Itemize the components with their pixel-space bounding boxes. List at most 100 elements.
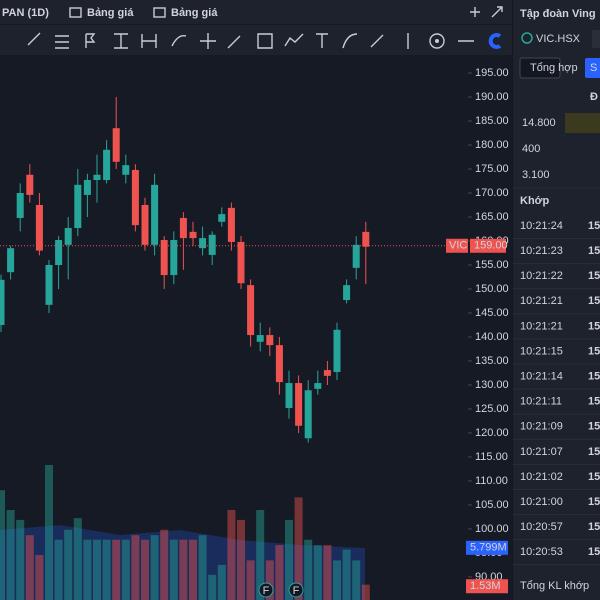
volume-bar bbox=[265, 560, 274, 600]
summary: 14.800 bbox=[522, 117, 556, 129]
candle-body bbox=[266, 335, 274, 346]
volume-bar bbox=[160, 529, 169, 600]
volume-bar bbox=[0, 490, 5, 600]
trade-time: 10:21:02 bbox=[520, 471, 563, 483]
candle-body bbox=[74, 184, 82, 229]
candle-body bbox=[237, 241, 245, 284]
volume-bar bbox=[304, 539, 313, 600]
right-panel bbox=[513, 0, 600, 600]
candle-body bbox=[141, 204, 149, 245]
y-tick-label: 100.00 bbox=[475, 523, 509, 535]
candle-body bbox=[131, 169, 139, 226]
volume-bar bbox=[323, 545, 332, 600]
volume-bar bbox=[25, 535, 34, 600]
volume-bar bbox=[352, 560, 361, 600]
trade-price: 15 bbox=[588, 295, 600, 307]
y-tick-label: 140.00 bbox=[475, 331, 509, 343]
price-badge bbox=[446, 238, 468, 253]
trade-time: 10:21:23 bbox=[520, 245, 563, 257]
trade-price: 15 bbox=[588, 546, 600, 558]
y-tick-label: 150.00 bbox=[475, 283, 509, 295]
table-icon bbox=[69, 7, 82, 18]
ticker: VIC.HSX bbox=[536, 33, 581, 45]
candle-body bbox=[362, 231, 370, 247]
trade-time: 10:20:57 bbox=[520, 521, 563, 533]
add-icon[interactable] bbox=[470, 7, 480, 17]
y-tick-label: 145.00 bbox=[475, 307, 509, 319]
candle-body bbox=[170, 240, 178, 276]
volume-bar bbox=[169, 539, 178, 600]
candle-body bbox=[0, 279, 5, 325]
chart-bg bbox=[0, 0, 512, 600]
trade-time: 10:21:21 bbox=[520, 320, 563, 332]
price-badge bbox=[470, 238, 506, 253]
candle-body bbox=[83, 180, 91, 195]
symbol-label: VIC bbox=[449, 240, 467, 252]
expand-icon[interactable] bbox=[491, 6, 503, 18]
y-tick-label: 175.00 bbox=[475, 163, 509, 175]
candle-body bbox=[151, 184, 159, 245]
trade-time: 10:21:24 bbox=[520, 220, 563, 232]
volume-label: 5.799M bbox=[470, 542, 507, 554]
candle-body bbox=[295, 383, 303, 426]
y-tick-label: 180.00 bbox=[475, 139, 509, 151]
panel-tab[interactable]: S bbox=[590, 62, 597, 74]
trade-price: 15 bbox=[588, 270, 600, 282]
volume-bar bbox=[333, 560, 341, 600]
candle-body bbox=[314, 383, 322, 389]
summary: 3.100 bbox=[522, 169, 550, 181]
tool-icons[interactable] bbox=[27, 32, 474, 49]
candle-body bbox=[93, 174, 101, 181]
trade-price: 15 bbox=[588, 521, 600, 533]
toolbar bbox=[0, 25, 512, 55]
y-tick-label: 105.00 bbox=[475, 499, 509, 511]
volume-bar bbox=[16, 519, 25, 600]
volume-bar bbox=[313, 545, 322, 600]
event-label: F bbox=[263, 585, 270, 597]
volume-bar bbox=[35, 555, 44, 600]
candle-body bbox=[227, 207, 235, 242]
volume-bar bbox=[112, 539, 121, 600]
candle-body bbox=[218, 214, 226, 222]
volume-bar bbox=[64, 529, 73, 600]
candle-body bbox=[323, 370, 331, 376]
candle-body bbox=[199, 238, 207, 249]
volume-ma bbox=[0, 525, 365, 600]
tab[interactable]: Bảng giá bbox=[87, 7, 134, 19]
y-tick-label: 125.00 bbox=[475, 403, 509, 415]
candle-body bbox=[179, 217, 187, 239]
panel-title: Tập đoàn Ving bbox=[520, 8, 596, 20]
trade-time: 10:21:11 bbox=[520, 396, 562, 408]
trade-price: 15 bbox=[588, 220, 600, 232]
trade-price: 15 bbox=[588, 396, 600, 408]
volume-bar bbox=[285, 519, 293, 600]
volume-bar bbox=[54, 539, 63, 600]
volume-bar bbox=[256, 510, 265, 600]
volume-bar bbox=[73, 518, 82, 600]
volume-bar bbox=[150, 535, 159, 600]
top-bar bbox=[0, 0, 512, 24]
panel-tab[interactable]: Tổng hợp bbox=[530, 62, 578, 74]
volume-bar bbox=[83, 539, 92, 600]
candle-body bbox=[304, 390, 312, 439]
y-tick-label: 185.00 bbox=[475, 115, 509, 127]
candle-body bbox=[112, 128, 120, 162]
event-label: F bbox=[293, 585, 300, 597]
candle-body bbox=[352, 244, 360, 268]
volume-bar bbox=[131, 535, 140, 600]
table-icon bbox=[153, 7, 166, 18]
trade-time: 10:21:21 bbox=[520, 295, 563, 307]
tab[interactable]: Bảng giá bbox=[171, 7, 218, 19]
trade-time: 10:21:15 bbox=[520, 345, 563, 357]
last-price: 159.00 bbox=[474, 240, 508, 252]
candle-body bbox=[55, 240, 63, 265]
trade-price: 15 bbox=[588, 496, 600, 508]
symbol-tab[interactable]: PAN (1D) bbox=[2, 7, 49, 19]
y-tick-label: 135.00 bbox=[475, 355, 509, 367]
candle-body bbox=[35, 204, 43, 251]
trade-time: 10:21:22 bbox=[520, 270, 563, 282]
event-marker bbox=[288, 582, 304, 598]
volume-bar bbox=[237, 519, 245, 600]
